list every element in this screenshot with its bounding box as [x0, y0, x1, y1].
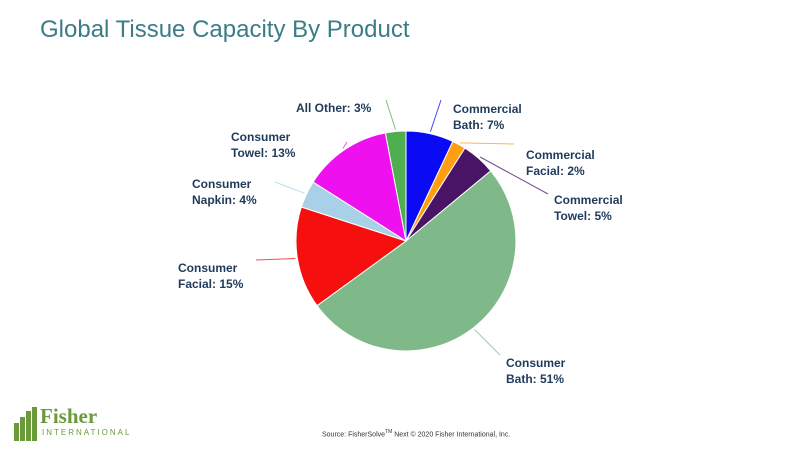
slice-label-consumer-bath: Consumer Bath: 51% — [506, 356, 566, 386]
pie-slice-consumer-bath — [316, 170, 517, 352]
pie-slice-consumer-towel — [312, 132, 407, 243]
logo-subtitle: INTERNATIONAL — [42, 428, 132, 437]
slice-label-consumer-napkin: Consumer Napkin: 4% — [192, 177, 257, 207]
trademark-mark: TM — [385, 429, 393, 435]
fisher-logo: Fisher INTERNATIONAL — [14, 404, 129, 444]
logo-bars-icon — [14, 407, 37, 441]
leader-line-consumer-napkin — [274, 181, 305, 194]
slice-label-all-other: All Other: 3% — [296, 101, 372, 115]
slice-label-commercial-facial: Commercial Facial: 2% — [526, 148, 595, 178]
leader-line-consumer-facial — [255, 258, 296, 261]
source-note: Source: FisherSolveTM Next © 2020 Fisher… — [322, 429, 510, 438]
leader-line-consumer-bath — [474, 329, 501, 356]
leader-line-all-other — [385, 99, 396, 130]
page-title: Global Tissue Capacity By Product — [40, 16, 410, 43]
slice-label-commercial-towel: Commercial Towel: 5% — [554, 193, 623, 223]
source-prefix: Source: FisherSolve — [322, 431, 386, 439]
logo-wordmark: Fisher — [40, 404, 98, 428]
leader-line-commercial-towel — [479, 156, 549, 195]
pie-slice-consumer-facial — [295, 206, 408, 307]
pie-chart: Commercial Bath: 7%Commercial Facial: 2% Co… — [178, 99, 623, 386]
leader-line-consumer-towel — [342, 141, 348, 149]
leader-line-commercial-bath — [429, 99, 442, 132]
slice-label-consumer-facial: Consumer Facial: 15% — [178, 261, 244, 291]
source-suffix: Next © 2020 Fisher International, Inc. — [392, 431, 511, 439]
pie-slice-all-other — [384, 130, 407, 242]
slice-label-consumer-towel: Consumer Towel: 13% — [231, 130, 296, 160]
slice-label-commercial-bath: Commercial Bath: 7% — [453, 102, 522, 132]
leader-line-commercial-facial — [459, 142, 515, 145]
